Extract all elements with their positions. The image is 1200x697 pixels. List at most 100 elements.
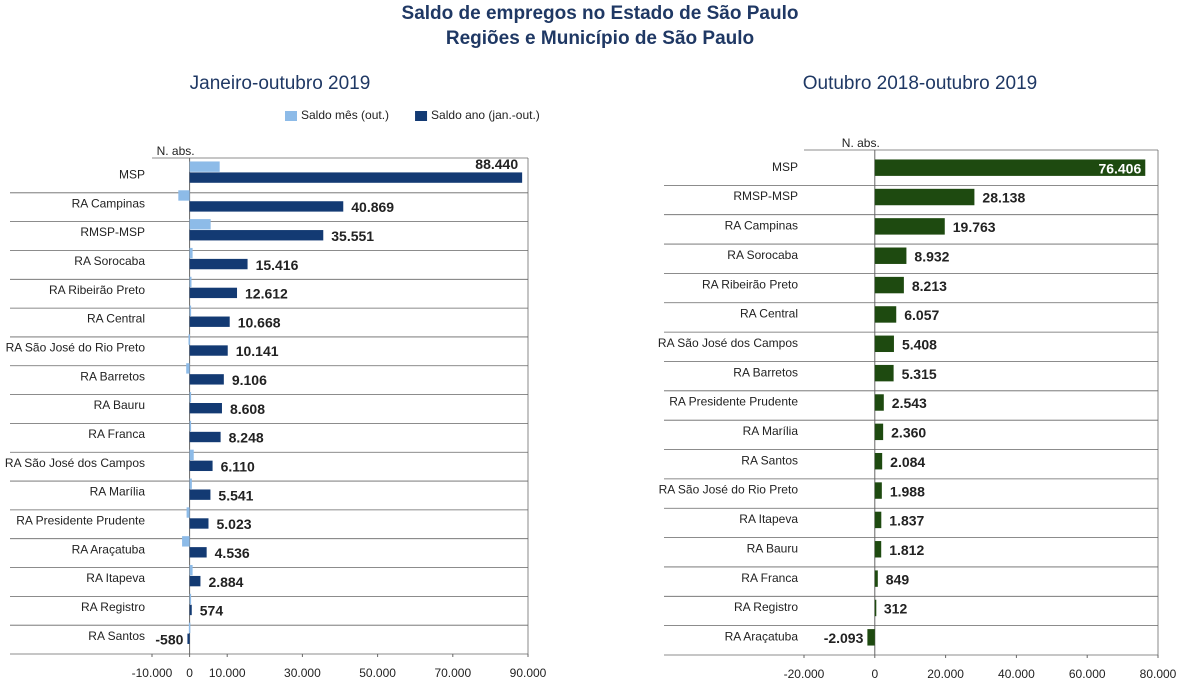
value-label: 12.612 xyxy=(245,286,288,302)
bar xyxy=(189,287,238,299)
x-tick-label: 0 xyxy=(186,666,193,680)
value-label: 6.057 xyxy=(904,307,939,323)
bar xyxy=(186,507,190,518)
bar xyxy=(189,201,344,212)
x-tick-label: 40.000 xyxy=(998,667,1035,681)
category-label: RA Registro xyxy=(81,600,145,614)
bar xyxy=(189,460,213,472)
bar xyxy=(189,316,230,327)
bar xyxy=(189,374,224,385)
bar xyxy=(867,629,875,646)
bar xyxy=(178,190,190,201)
category-label: RA São José do Rio Preto xyxy=(6,341,146,355)
category-label: MSP xyxy=(772,160,798,174)
value-label: 10.141 xyxy=(236,343,279,359)
bar xyxy=(874,511,882,529)
value-label: 2.360 xyxy=(891,425,926,441)
value-label: 76.406 xyxy=(1098,160,1141,176)
bar xyxy=(874,541,882,558)
value-label: 10.668 xyxy=(238,314,281,330)
bar xyxy=(188,334,190,345)
bar xyxy=(189,604,192,616)
category-label: RA São José dos Campos xyxy=(658,336,798,350)
bar xyxy=(189,276,192,288)
category-label: RA Araçatuba xyxy=(725,629,799,643)
bar xyxy=(189,230,324,241)
category-label: RA Bauru xyxy=(747,541,798,555)
category-label: RA Sorocaba xyxy=(74,254,145,268)
value-label: 19.763 xyxy=(953,219,996,235)
bar xyxy=(874,335,894,353)
value-label: 4.536 xyxy=(215,545,250,561)
value-label: 5.541 xyxy=(218,487,253,503)
bar xyxy=(874,599,877,617)
value-label: 8.248 xyxy=(229,430,264,446)
x-tick-label: -10.000 xyxy=(132,666,173,680)
value-label: 8.608 xyxy=(230,401,265,417)
category-label: RA Presidente Prudente xyxy=(16,513,145,527)
x-tick-label: 50.000 xyxy=(359,666,396,680)
legend-swatch xyxy=(415,111,428,121)
value-label: 5.408 xyxy=(902,336,937,352)
category-label: MSP xyxy=(119,168,145,182)
value-label: 2.543 xyxy=(892,395,927,411)
bar xyxy=(189,219,211,230)
category-label: RA Presidente Prudente xyxy=(669,395,798,409)
category-label: RA São José dos Campos xyxy=(5,456,145,470)
category-label: RA Itapeva xyxy=(86,571,145,585)
axis-label: N. abs. xyxy=(157,144,195,158)
x-tick-label: 70.000 xyxy=(434,666,471,680)
bar xyxy=(874,570,878,587)
value-label: 6.110 xyxy=(221,459,255,475)
bar xyxy=(182,536,190,547)
value-label: 2.884 xyxy=(208,574,243,590)
x-tick-label: 10.000 xyxy=(209,666,246,680)
bar xyxy=(189,593,192,605)
category-label: RA Franca xyxy=(741,571,798,585)
value-label: 1.837 xyxy=(889,513,924,529)
value-label: 312 xyxy=(884,601,908,617)
category-label: RA Franca xyxy=(88,427,145,441)
category-label: RA Itapeva xyxy=(739,512,798,526)
category-label: RA Santos xyxy=(741,453,798,467)
category-label: RA Campinas xyxy=(72,196,145,210)
bar xyxy=(874,364,894,382)
value-label: 1.988 xyxy=(890,483,925,499)
x-tick-label: -20.000 xyxy=(784,667,825,681)
x-tick-label: 0 xyxy=(871,667,878,681)
bar xyxy=(186,363,190,374)
bar xyxy=(874,394,884,411)
x-tick-label: 90.000 xyxy=(510,666,547,680)
bar xyxy=(189,258,248,270)
chart-subtitle: Janeiro-outubro 2019 xyxy=(190,73,371,94)
category-label: RA Marília xyxy=(90,485,146,499)
bar xyxy=(189,489,211,500)
bar xyxy=(189,305,192,316)
category-label: RA Barretos xyxy=(733,365,798,379)
bar xyxy=(189,392,192,403)
bar xyxy=(189,564,193,576)
bar xyxy=(189,575,201,587)
bar xyxy=(874,159,1146,176)
bar xyxy=(189,547,207,558)
bar xyxy=(189,161,220,172)
category-label: RA Ribeirão Preto xyxy=(49,283,145,297)
x-tick-label: 20.000 xyxy=(927,667,964,681)
legend-label: Saldo ano (jan.-out.) xyxy=(431,108,540,122)
title-line: Saldo de empregos no Estado de São Paulo xyxy=(402,3,799,24)
value-label: 40.869 xyxy=(351,199,394,215)
category-label: RA São José do Rio Preto xyxy=(659,483,799,497)
x-tick-label: 30.000 xyxy=(284,666,321,680)
category-label: RA Central xyxy=(740,307,798,321)
bar xyxy=(874,452,883,470)
value-label: 28.138 xyxy=(982,190,1025,206)
bar xyxy=(874,247,907,264)
category-label: RMSP-MSP xyxy=(80,225,145,239)
value-label: 5.023 xyxy=(216,516,251,532)
category-label: RA Registro xyxy=(734,600,798,614)
legend-label: Saldo mês (out.) xyxy=(301,108,389,122)
value-label: -2.093 xyxy=(824,630,864,646)
category-label: RA Araçatuba xyxy=(72,542,146,556)
value-label: 1.812 xyxy=(889,542,924,558)
value-label: 5.315 xyxy=(902,366,937,382)
